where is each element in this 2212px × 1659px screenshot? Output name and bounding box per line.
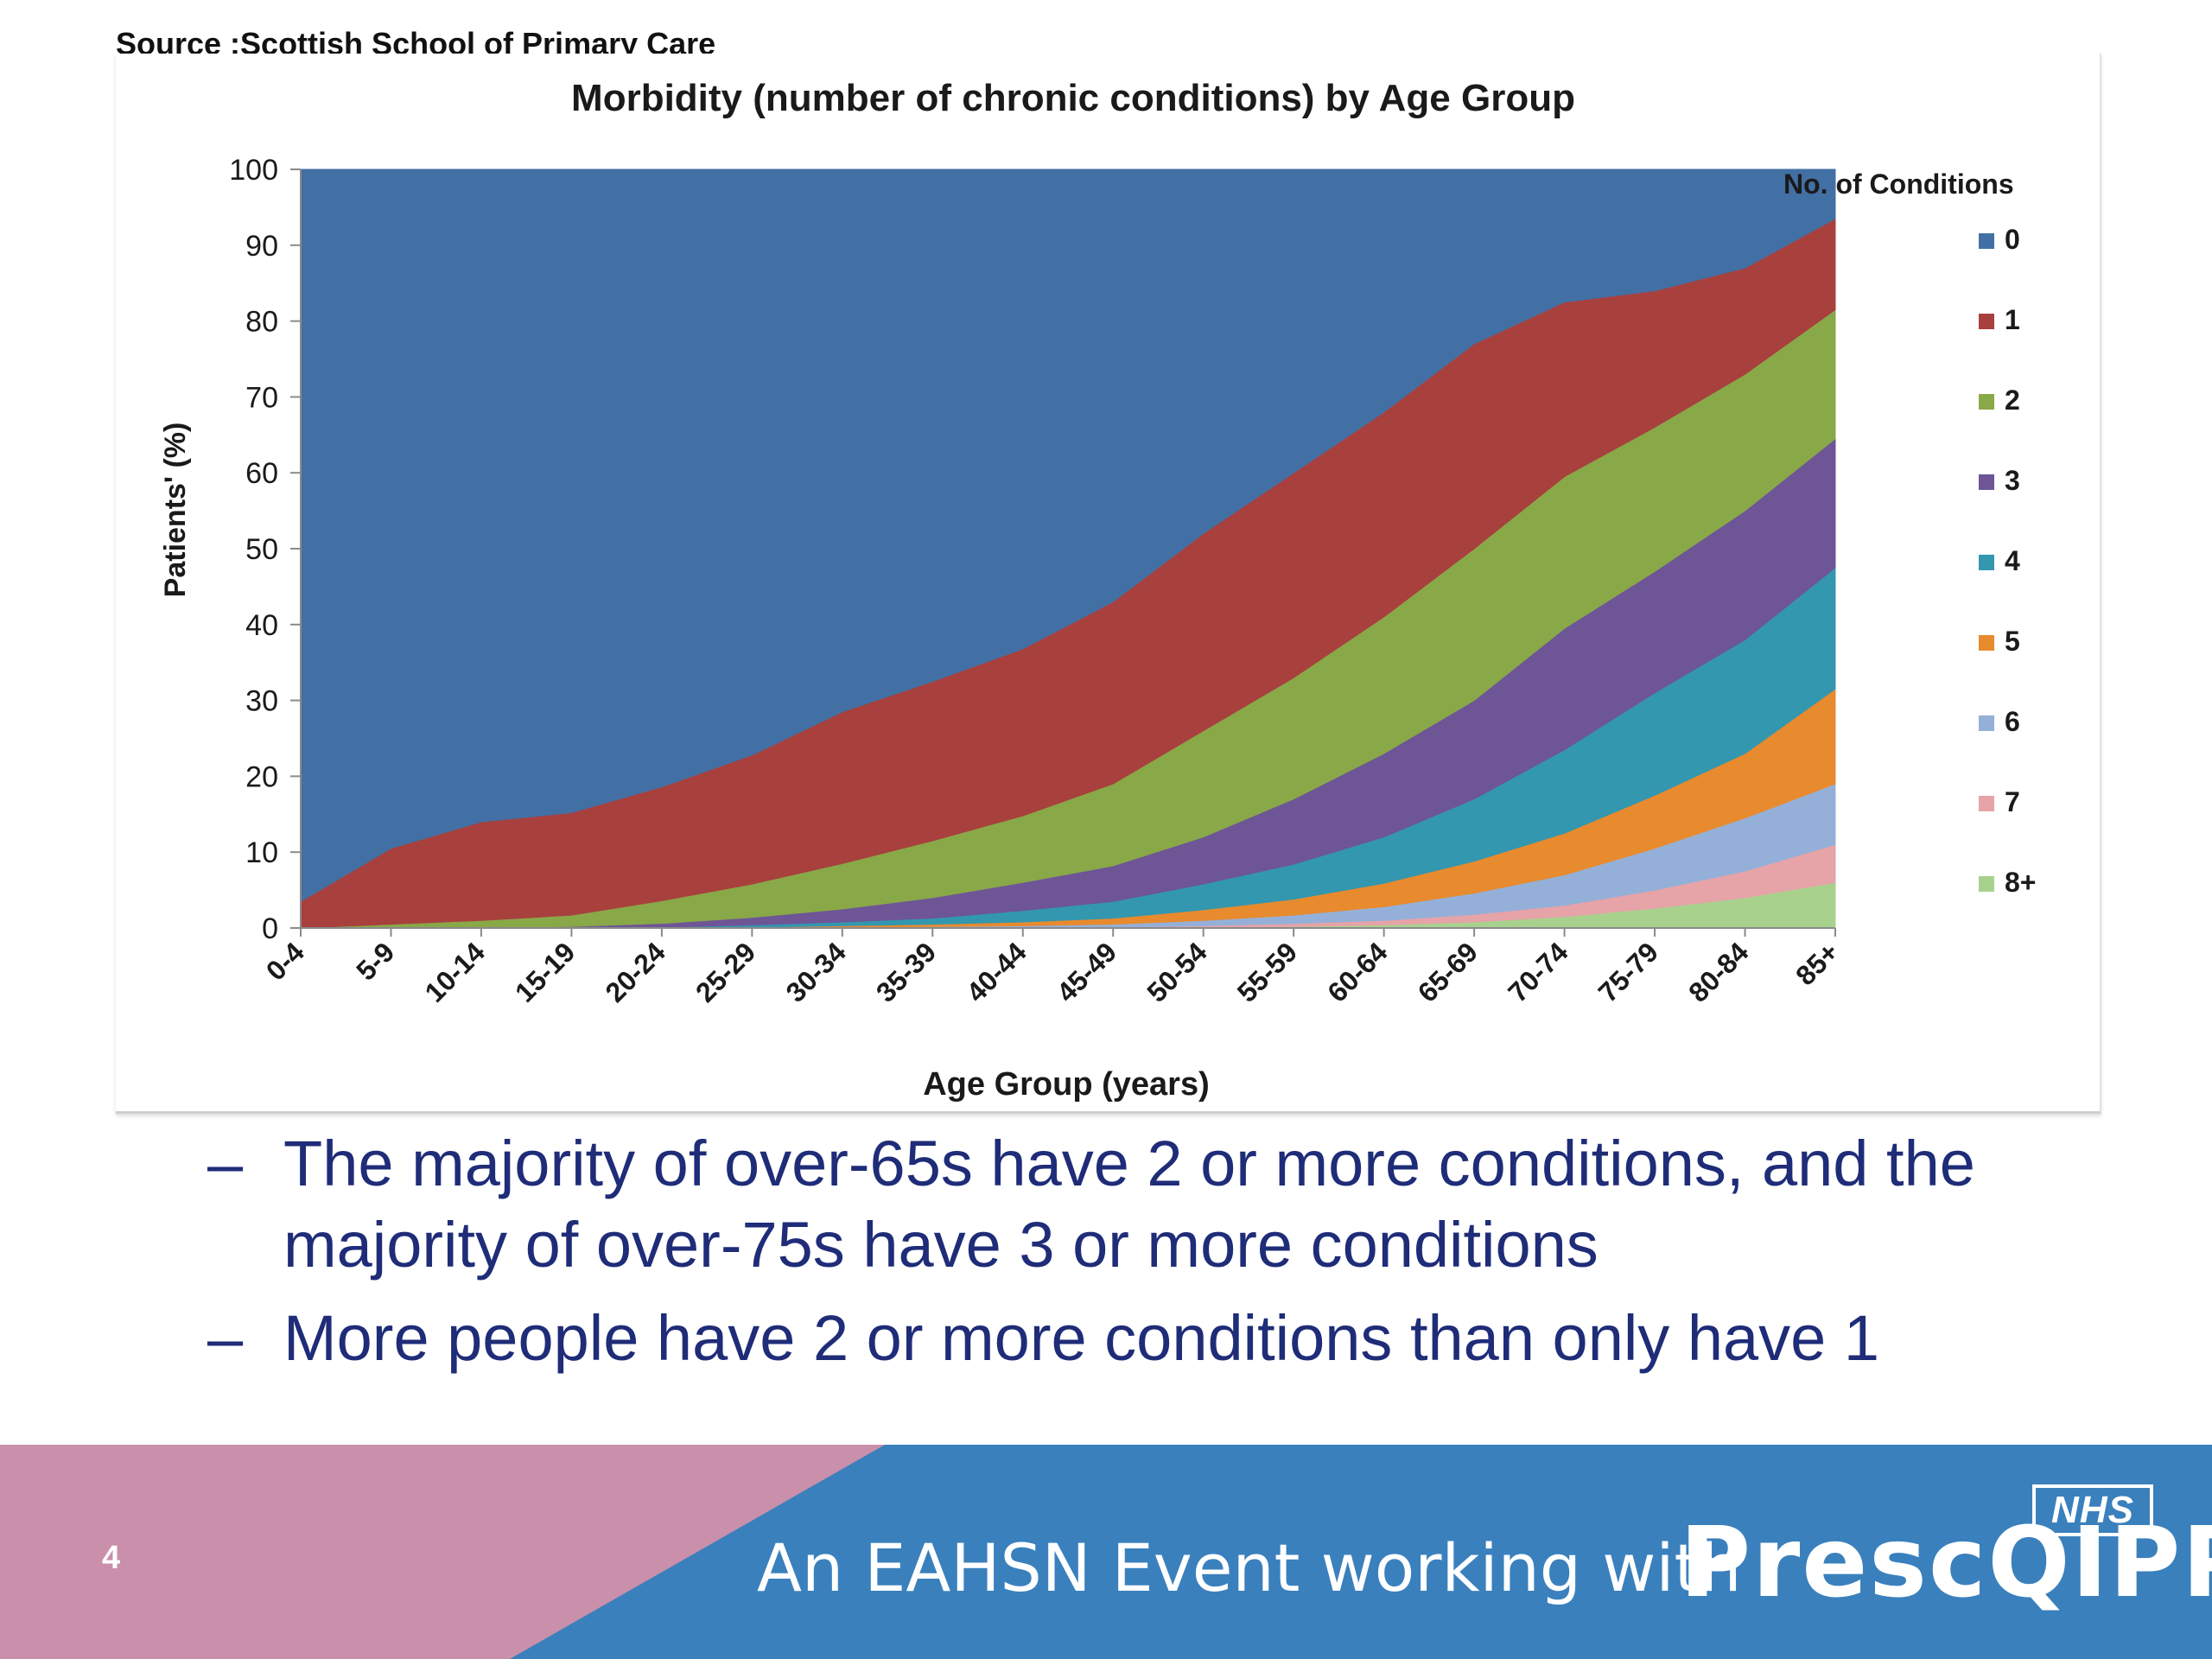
bullet-dash: – [207,1302,244,1374]
x-tick-label: 35-39 [870,936,942,1007]
prescqipp-logo: PrescQIPP [1680,1507,2212,1619]
x-tick-label: 45-49 [1051,936,1122,1007]
legend-label: 1 [2005,304,2020,335]
page-number: 4 [102,1540,121,1576]
y-tick-label: 40 [245,609,278,642]
legend-swatch [1979,233,1994,249]
legend-swatch [1979,715,1994,731]
bullet-item: – More people have 2 or more conditions … [207,1298,2160,1379]
y-tick-label: 80 [245,306,278,339]
y-tick-label: 90 [245,230,278,263]
legend-swatch [1979,796,1994,811]
y-tick-label: 50 [245,533,278,566]
legend-title: No. of Conditions [1783,168,2014,200]
legend-label: 0 [2005,224,2020,255]
y-tick-label: 20 [245,760,278,793]
x-tick-label: 85+ [1789,936,1845,991]
x-tick-label: 70-74 [1502,936,1573,1007]
x-tick-label: 25-29 [690,936,761,1007]
legend-label: 2 [2005,385,2020,416]
bullet-list: – The majority of over-65s have 2 or mor… [207,1123,2160,1391]
bullet-text: The majority of over-65s have 2 or more … [283,1128,1975,1281]
legend-swatch [1979,635,1994,651]
x-tick-label: 75-79 [1592,936,1664,1007]
bullet-item: – The majority of over-65s have 2 or mor… [207,1123,2160,1286]
morbidity-area-chart: Morbidity (number of chronic conditions)… [159,77,2036,1103]
legend-label: 8+ [2005,867,2036,898]
legend-label: 6 [2005,706,2020,737]
x-tick-label: 50-54 [1141,936,1212,1007]
x-axis: 0-4 5-9 10-14 15-19 20-24 25-29 30-34 35-39 40-4… [260,927,1845,1008]
legend-label: 4 [2005,545,2020,576]
x-tick-label: 15-19 [509,936,581,1007]
chart-frame: Morbidity (number of chronic conditions)… [116,54,2101,1114]
legend-swatch [1979,314,1994,329]
footer-event-text: An EAHSN Event working with [757,1529,1742,1606]
area-series-0 [300,168,1836,903]
legend-label: 5 [2005,626,2020,657]
y-tick-label: 0 [262,912,278,945]
bullet-text: More people have 2 or more conditions th… [283,1302,1880,1374]
y-axis: 0 10 20 30 40 50 60 70 80 90 100 [229,154,302,945]
y-tick-label: 100 [229,154,278,187]
y-tick-label: 30 [245,685,278,718]
x-axis-label: Age Group (years) [923,1066,1210,1103]
footer-bar: 4 An EAHSN Event working with NHS PrescQ… [0,1445,2212,1659]
bullet-dash: – [207,1128,244,1199]
x-tick-label: 55-59 [1231,936,1303,1007]
x-tick-label: 30-34 [779,936,851,1007]
legend-swatch [1979,555,1994,570]
legend-swatch [1979,876,1994,892]
legend-label: 7 [2005,786,2020,817]
y-tick-label: 10 [245,836,278,869]
chart-title: Morbidity (number of chronic conditions)… [571,77,1575,119]
legend-label: 3 [2005,465,2020,496]
x-tick-label: 60-64 [1321,936,1393,1007]
x-tick-label: 80-84 [1682,936,1754,1007]
x-tick-label: 20-24 [600,936,671,1007]
x-tick-label: 65-69 [1412,936,1484,1007]
nhs-logo: NHS [2032,1484,2153,1536]
x-tick-label: 5-9 [350,936,400,986]
y-tick-label: 60 [245,457,278,490]
area-layers [300,168,1836,929]
x-tick-label: 10-14 [419,936,491,1007]
legend-swatch [1979,394,1994,410]
legend: No. of Conditions 0 1 2 3 4 5 6 7 8+ [1783,168,2036,898]
x-tick-label: 40-44 [960,936,1032,1007]
y-tick-label: 70 [245,381,278,414]
legend-swatch [1979,474,1994,490]
y-axis-label: Patients' (%) [159,423,192,598]
